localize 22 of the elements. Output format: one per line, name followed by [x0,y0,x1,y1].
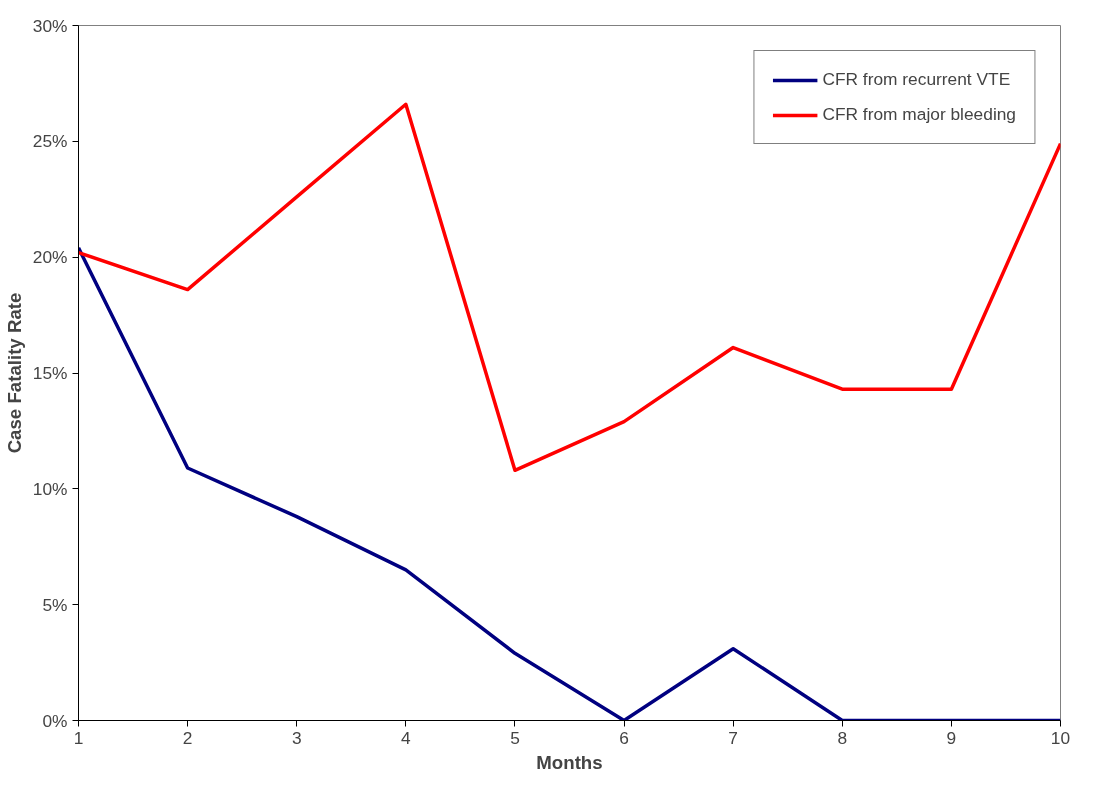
x-tick-label: 4 [401,727,412,748]
x-tick-label: 1 [73,727,84,748]
y-tick-label: 10% [32,478,68,499]
y-tick-label: 15% [32,363,68,383]
x-tick-label: 6 [619,727,629,748]
line-series [78,102,1061,473]
x-tick-label: 2 [182,727,193,748]
x-tick-label: 3 [291,727,302,748]
x-tick-label: 9 [946,727,957,748]
y-axis-title: Case Fatality Rate [3,292,25,454]
x-tick-label: 7 [728,727,738,748]
x-tick-label: 5 [510,727,520,748]
legend-label: CFR from major bleeding [822,104,1016,125]
x-tick-label: 10 [1050,727,1071,748]
legend-label: CFR from recurrent VTE [822,69,1011,90]
y-tick-label: 5% [42,594,68,615]
y-tick-label: 30% [32,15,68,36]
x-tick-label: 8 [837,727,848,748]
x-axis-title: Months [536,751,603,773]
y-tick-label: 25% [32,131,68,152]
y-tick-label: 20% [32,247,68,268]
y-tick-label: 0% [42,710,68,731]
